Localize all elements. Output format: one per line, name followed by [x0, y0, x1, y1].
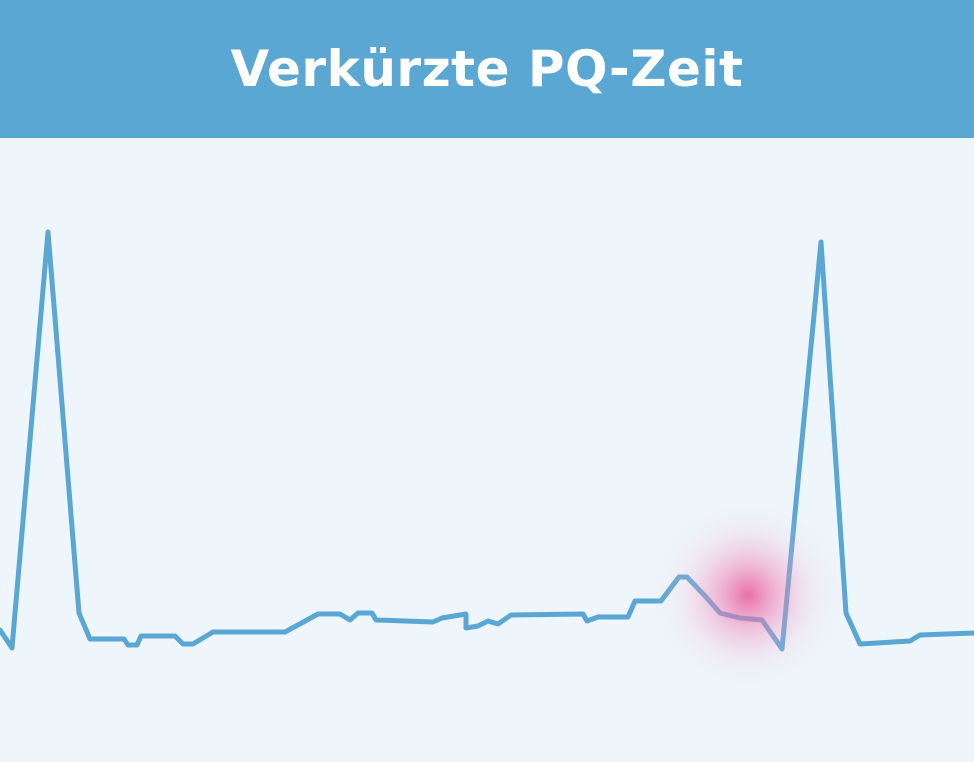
header: Verkürzte PQ-Zeit [0, 0, 974, 138]
pq-highlight [653, 500, 843, 690]
title: Verkürzte PQ-Zeit [230, 40, 744, 98]
